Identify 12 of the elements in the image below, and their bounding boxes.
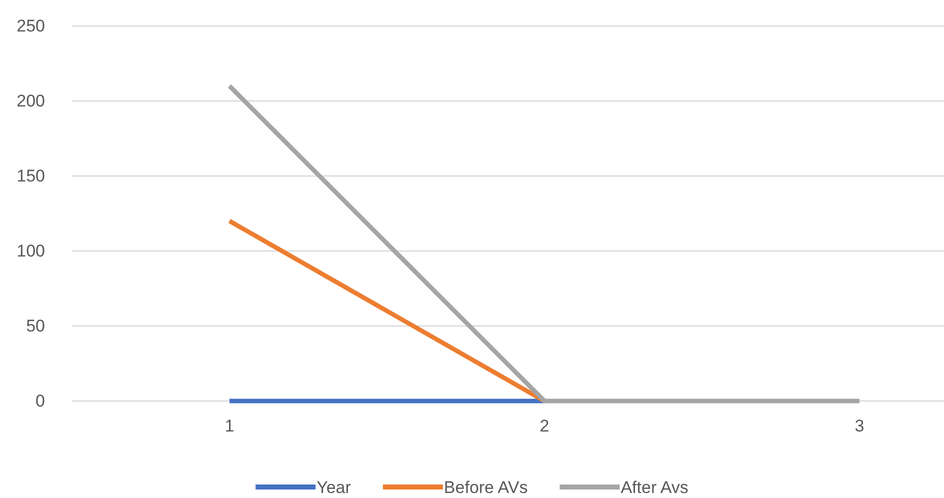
- y-tick-label: 0: [36, 391, 45, 410]
- legend-label: Year: [316, 478, 352, 497]
- y-tick-label: 250: [16, 16, 45, 36]
- y-tick-label: 150: [16, 166, 45, 186]
- legend-label: After Avs: [620, 478, 688, 497]
- x-tick-label: 1: [224, 416, 234, 436]
- x-tick-label: 3: [854, 416, 864, 436]
- legend-label: Before AVs: [444, 478, 528, 497]
- y-tick-label: 200: [16, 91, 45, 110]
- y-tick-label: 50: [26, 316, 45, 336]
- x-tick-label: 2: [540, 416, 550, 436]
- y-tick-label: 100: [16, 241, 45, 260]
